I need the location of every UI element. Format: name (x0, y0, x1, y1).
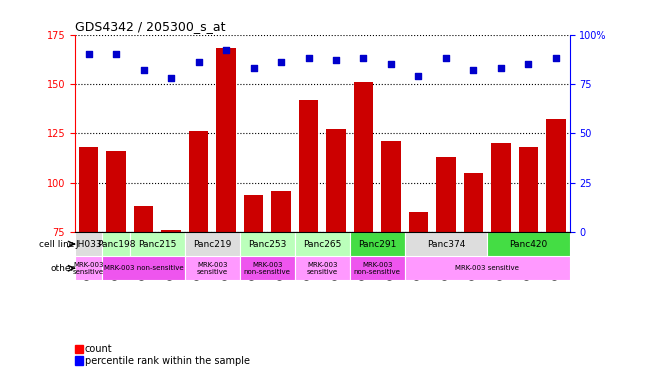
Bar (75, 256, 102, 280)
Bar (295, 232, 350, 256)
Point (111, 51, 121, 57)
Text: Panc420: Panc420 (509, 240, 547, 248)
Point (523, 61, 534, 67)
Text: MRK-003 sensitive: MRK-003 sensitive (455, 265, 519, 271)
Bar (546, 119, 566, 380)
Text: Panc219: Panc219 (193, 240, 232, 248)
Bar (405, 256, 570, 280)
Point (441, 55, 451, 61)
Bar (519, 147, 538, 380)
Point (495, 65, 506, 71)
Text: MRK-003
non-sensitive: MRK-003 non-sensitive (244, 262, 291, 275)
Text: Panc265: Panc265 (303, 240, 341, 248)
Bar (134, 206, 153, 380)
Bar (185, 256, 240, 280)
Bar (299, 100, 318, 380)
Point (358, 55, 368, 61)
Point (331, 57, 341, 63)
Bar (240, 232, 295, 256)
Bar (244, 195, 263, 380)
Bar (492, 143, 510, 380)
Bar (79, 147, 98, 380)
Text: GDS4342 / 205300_s_at: GDS4342 / 205300_s_at (75, 20, 225, 33)
Text: MRK-003
sensitive: MRK-003 sensitive (307, 262, 338, 275)
Point (386, 61, 396, 67)
Bar (350, 256, 405, 280)
Text: Panc253: Panc253 (248, 240, 286, 248)
Text: cell line: cell line (40, 240, 75, 248)
Text: MRK-003
non-sensitive: MRK-003 non-sensitive (353, 262, 400, 275)
Point (248, 65, 258, 71)
Bar (295, 256, 350, 280)
Point (83, 51, 94, 57)
Point (551, 55, 561, 61)
Text: Panc291: Panc291 (358, 240, 396, 248)
Text: MRK-003
sensitive: MRK-003 sensitive (73, 262, 104, 275)
Point (303, 55, 314, 61)
Bar (409, 212, 428, 380)
Bar (75, 232, 102, 256)
Bar (381, 141, 400, 380)
Bar (185, 232, 240, 256)
Text: Panc374: Panc374 (427, 240, 465, 248)
Bar (326, 129, 346, 380)
Bar (464, 173, 483, 380)
Bar (350, 232, 405, 256)
Bar (161, 230, 181, 380)
Point (139, 67, 149, 73)
Text: MRK-003
sensitive: MRK-003 sensitive (197, 262, 228, 275)
Text: percentile rank within the sample: percentile rank within the sample (85, 356, 249, 366)
Text: JH033: JH033 (76, 240, 102, 248)
Text: Panc215: Panc215 (138, 240, 176, 248)
Text: Panc198: Panc198 (97, 240, 135, 248)
Point (276, 59, 286, 65)
Bar (436, 157, 456, 380)
Bar (216, 48, 236, 380)
Bar (487, 232, 570, 256)
Point (221, 47, 231, 53)
Point (413, 73, 424, 79)
Point (468, 67, 478, 73)
Point (166, 75, 176, 81)
Text: other: other (51, 264, 75, 273)
Bar (354, 82, 373, 380)
Bar (130, 232, 185, 256)
Bar (107, 151, 126, 380)
Bar (102, 256, 185, 280)
Bar (405, 232, 487, 256)
Bar (240, 256, 295, 280)
Bar (271, 190, 290, 380)
Point (193, 59, 204, 65)
Bar (189, 131, 208, 380)
Bar (102, 232, 130, 256)
Text: count: count (85, 344, 112, 354)
Text: MRK-003 non-sensitive: MRK-003 non-sensitive (104, 265, 184, 271)
